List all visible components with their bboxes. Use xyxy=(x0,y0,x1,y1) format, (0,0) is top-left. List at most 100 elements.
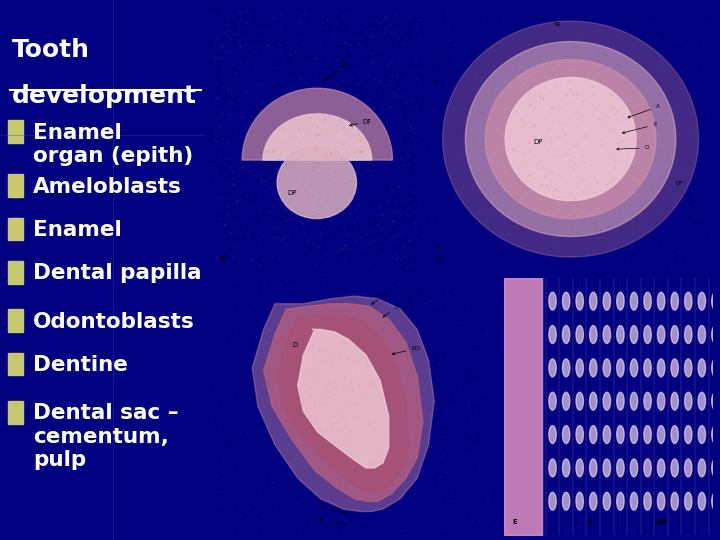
Ellipse shape xyxy=(549,392,557,410)
Text: DP: DP xyxy=(287,191,297,197)
Ellipse shape xyxy=(616,392,624,410)
Ellipse shape xyxy=(657,326,665,343)
Ellipse shape xyxy=(576,492,583,510)
FancyBboxPatch shape xyxy=(8,120,22,143)
Ellipse shape xyxy=(603,359,611,377)
Text: HS: HS xyxy=(318,518,346,524)
Ellipse shape xyxy=(671,492,678,510)
Ellipse shape xyxy=(277,147,356,219)
Ellipse shape xyxy=(603,492,611,510)
Text: DL: DL xyxy=(324,62,351,80)
Ellipse shape xyxy=(590,292,597,310)
Text: development: development xyxy=(12,84,197,107)
Ellipse shape xyxy=(549,292,557,310)
Ellipse shape xyxy=(590,426,597,443)
Text: Tooth: Tooth xyxy=(12,38,90,62)
Text: O: O xyxy=(617,145,649,150)
Ellipse shape xyxy=(671,326,678,343)
Ellipse shape xyxy=(685,392,692,410)
Ellipse shape xyxy=(711,492,719,510)
Ellipse shape xyxy=(657,292,665,310)
Ellipse shape xyxy=(562,359,570,377)
Ellipse shape xyxy=(698,326,706,343)
Ellipse shape xyxy=(657,392,665,410)
Ellipse shape xyxy=(711,392,719,410)
Text: Enamel
organ (epith): Enamel organ (epith) xyxy=(33,123,193,166)
Text: Dental sac –
cementum,
pulp: Dental sac – cementum, pulp xyxy=(33,403,179,470)
FancyBboxPatch shape xyxy=(8,353,22,375)
Ellipse shape xyxy=(616,459,624,477)
Text: Ameloblasts: Ameloblasts xyxy=(33,177,181,197)
Ellipse shape xyxy=(549,459,557,477)
Ellipse shape xyxy=(576,392,583,410)
Ellipse shape xyxy=(671,292,678,310)
Ellipse shape xyxy=(630,492,638,510)
Text: EO: EO xyxy=(657,519,667,525)
Polygon shape xyxy=(443,21,698,257)
Ellipse shape xyxy=(549,426,557,443)
Ellipse shape xyxy=(698,492,706,510)
Text: N: N xyxy=(320,505,346,514)
Ellipse shape xyxy=(562,326,570,343)
Ellipse shape xyxy=(630,459,638,477)
Ellipse shape xyxy=(616,426,624,443)
Ellipse shape xyxy=(657,426,665,443)
Ellipse shape xyxy=(711,292,719,310)
Ellipse shape xyxy=(657,492,665,510)
Text: Dentine: Dentine xyxy=(33,355,127,375)
Ellipse shape xyxy=(671,359,678,377)
Ellipse shape xyxy=(644,392,652,410)
Ellipse shape xyxy=(562,392,570,410)
Text: A: A xyxy=(628,104,660,118)
Text: DF: DF xyxy=(350,119,372,126)
Ellipse shape xyxy=(698,292,706,310)
Ellipse shape xyxy=(590,392,597,410)
Ellipse shape xyxy=(616,359,624,377)
Ellipse shape xyxy=(630,392,638,410)
FancyBboxPatch shape xyxy=(8,261,22,284)
Ellipse shape xyxy=(603,326,611,343)
Ellipse shape xyxy=(630,292,638,310)
Ellipse shape xyxy=(671,459,678,477)
FancyBboxPatch shape xyxy=(8,401,22,424)
Ellipse shape xyxy=(576,459,583,477)
Polygon shape xyxy=(278,314,409,491)
Text: (b): (b) xyxy=(437,255,445,261)
Ellipse shape xyxy=(576,426,583,443)
Ellipse shape xyxy=(603,459,611,477)
Ellipse shape xyxy=(698,359,706,377)
Ellipse shape xyxy=(644,426,652,443)
Ellipse shape xyxy=(685,359,692,377)
Ellipse shape xyxy=(549,359,557,377)
Ellipse shape xyxy=(644,492,652,510)
Ellipse shape xyxy=(576,292,583,310)
Ellipse shape xyxy=(630,426,638,443)
Ellipse shape xyxy=(630,326,638,343)
Ellipse shape xyxy=(685,326,692,343)
Text: B: B xyxy=(434,79,438,84)
Ellipse shape xyxy=(590,326,597,343)
Ellipse shape xyxy=(644,326,652,343)
Ellipse shape xyxy=(685,292,692,310)
Ellipse shape xyxy=(616,492,624,510)
Ellipse shape xyxy=(549,492,557,510)
Ellipse shape xyxy=(711,359,719,377)
Ellipse shape xyxy=(562,492,570,510)
Ellipse shape xyxy=(562,459,570,477)
Ellipse shape xyxy=(698,459,706,477)
Text: SR: SR xyxy=(554,22,561,27)
Ellipse shape xyxy=(657,459,665,477)
Ellipse shape xyxy=(576,359,583,377)
Text: Dental papilla: Dental papilla xyxy=(33,263,202,283)
Ellipse shape xyxy=(698,392,706,410)
Text: DF: DF xyxy=(676,181,683,186)
FancyBboxPatch shape xyxy=(8,218,22,240)
Text: A: A xyxy=(588,519,593,525)
Ellipse shape xyxy=(711,459,719,477)
Polygon shape xyxy=(485,59,656,219)
Ellipse shape xyxy=(590,459,597,477)
Ellipse shape xyxy=(644,359,652,377)
Ellipse shape xyxy=(616,292,624,310)
Ellipse shape xyxy=(657,359,665,377)
Ellipse shape xyxy=(671,426,678,443)
